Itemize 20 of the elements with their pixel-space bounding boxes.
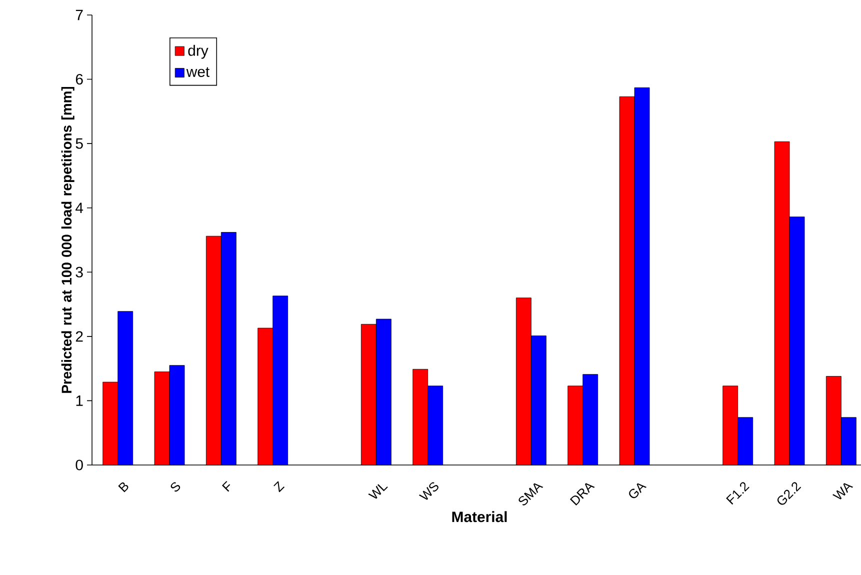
x-tick-label: WS: [418, 482, 438, 500]
y-tick-label: 5: [76, 138, 83, 149]
legend-label: wet: [186, 67, 210, 77]
y-tick-label: 2: [76, 331, 83, 342]
x-tick-label: B: [118, 482, 128, 492]
y-tick-label: 6: [76, 74, 83, 85]
x-tick-label: F: [222, 481, 230, 492]
x-tick-label: WA: [832, 483, 854, 500]
x-axis-title: Material: [452, 511, 507, 522]
x-tick-label: GA: [629, 483, 647, 498]
x-tick-label: WL: [368, 484, 388, 499]
y-tick-label: 0: [76, 460, 83, 470]
y-tick-label: 1: [76, 396, 83, 406]
legend-label: dry: [188, 44, 208, 59]
x-tick-label: Z: [274, 481, 285, 492]
y-tick-label: 4: [76, 202, 84, 213]
y-tick-label: 7: [76, 10, 83, 20]
y-tick-label: 3: [76, 266, 83, 278]
x-tick-label: S: [170, 482, 180, 492]
y-axis-title: Predicted rut at 100 000 load repetitions [mm]: [61, 86, 74, 393]
